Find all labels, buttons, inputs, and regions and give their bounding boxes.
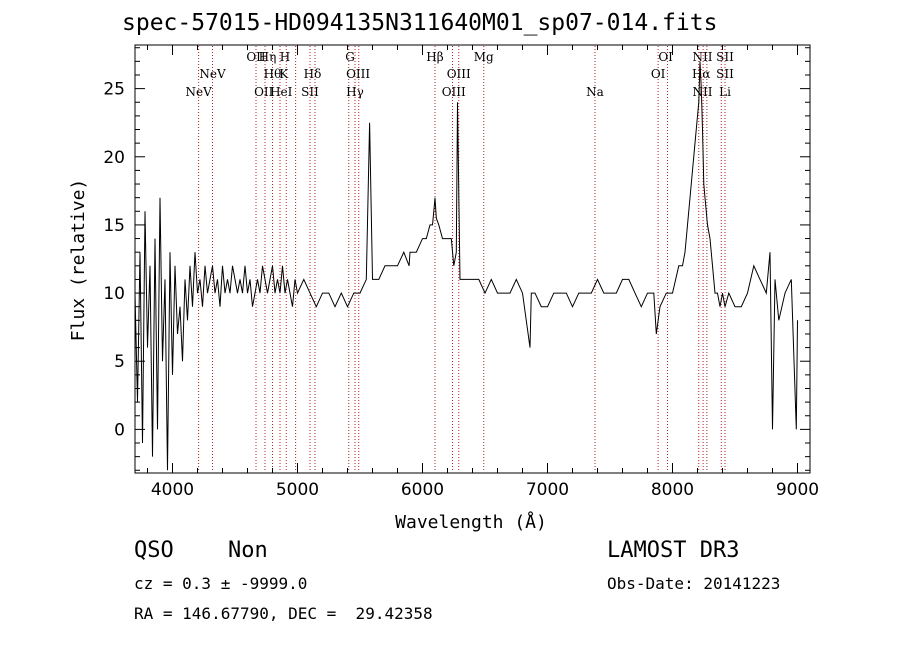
line-marker-label: NII [693, 50, 713, 64]
line-marker-label: NII [693, 85, 713, 99]
x-axis: 4000 5000 6000 7000 8000 9000 [147, 45, 819, 500]
line-marker-label: Hα [692, 67, 711, 81]
line-marker-label: OIII [442, 85, 466, 99]
x-tick-label: 8000 [651, 480, 694, 500]
x-tick-label: 6000 [401, 480, 444, 500]
spectrum-series [134, 61, 798, 471]
object-class: QSO [134, 538, 174, 563]
y-axis-label: Flux (relative) [68, 179, 89, 342]
line-marker-label: Hη [259, 50, 277, 64]
y-tick-label: 5 [114, 352, 125, 372]
line-marker-label: OII [254, 85, 274, 99]
x-tick-label: 4000 [151, 480, 194, 500]
line-marker-label: Hθ [264, 67, 282, 81]
line-marker-label: NeV [185, 85, 212, 99]
line-marker-label: Hγ [346, 85, 364, 99]
line-marker-label: Hδ [304, 67, 322, 81]
x-tick-label: 5000 [276, 480, 319, 500]
x-axis-label: Wavelength (Å) [395, 511, 547, 533]
line-marker-labels: NeVNeVOIIHηHθHKHeIOIIHδSIIGOIIIHγHβOIIIO… [185, 50, 734, 99]
y-tick-label: 25 [103, 80, 125, 100]
line-marker-label: OIII [447, 67, 471, 81]
object-subclass: Non [228, 538, 268, 563]
coordinates: RA = 146.67790, DEC = 29.42358 [134, 604, 433, 623]
line-marker-label: Hβ [426, 50, 443, 64]
line-marker-label: Li [719, 85, 731, 99]
line-marker-label: K [279, 67, 289, 81]
x-tick-label: 7000 [526, 480, 569, 500]
y-axis: 0 5 10 15 20 25 [103, 47, 810, 471]
y-tick-label: 15 [103, 216, 125, 236]
line-marker-label: SII [301, 85, 319, 99]
y-tick-label: 10 [103, 284, 125, 304]
line-marker-label: G [345, 50, 355, 64]
line-marker-label: SII [716, 50, 734, 64]
line-marker-label: H [280, 50, 290, 64]
x-tick-label: 9000 [776, 480, 819, 500]
line-marker-label: OIII [346, 67, 370, 81]
line-marker-label: OI [658, 50, 673, 64]
emission-line-markers [198, 46, 726, 472]
line-marker-label: HeI [270, 85, 293, 99]
y-tick-label: 20 [103, 148, 125, 168]
line-marker-label: Na [586, 85, 604, 99]
y-tick-label: 0 [114, 420, 125, 440]
spectrum-line [134, 61, 798, 471]
survey-name: LAMOST DR3 [607, 538, 740, 563]
redshift-value: cz = 0.3 ± -9999.0 [134, 574, 308, 593]
line-marker-label: NeV [199, 67, 226, 81]
line-marker-label: SII [716, 67, 734, 81]
line-marker-label: OI [651, 67, 666, 81]
plot-frame [134, 44, 811, 474]
line-marker-label: OII [246, 50, 266, 64]
line-marker-label: Mg [474, 50, 494, 64]
observation-date: Obs-Date: 20141223 [607, 574, 781, 593]
chart-title: spec-57015-HD094135N311640M01_sp07-014.f… [122, 10, 718, 36]
